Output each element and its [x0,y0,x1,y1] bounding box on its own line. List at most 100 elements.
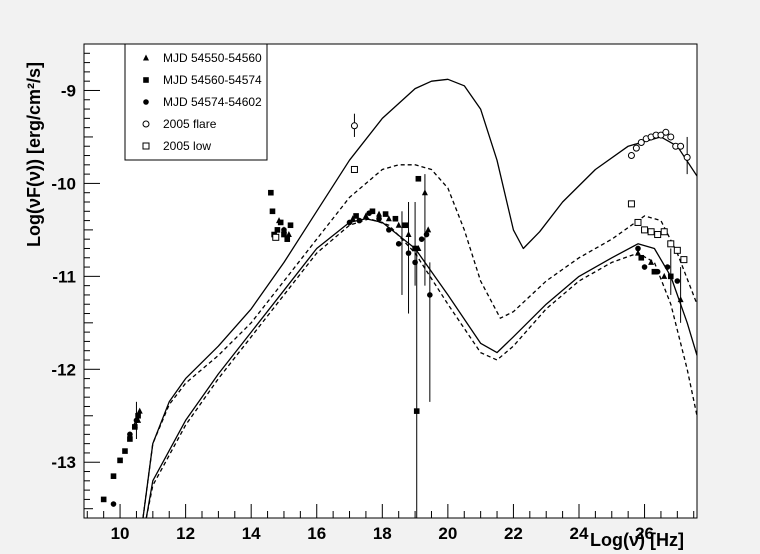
data-point [667,133,675,141]
data-point [634,218,642,226]
data-point [356,217,363,224]
axis-ticks [84,52,695,518]
data-point [634,249,641,256]
data-point [376,210,383,217]
data-point [412,259,418,266]
data-point [651,268,658,275]
data-point [641,264,648,270]
data-point [667,273,674,280]
data-point [683,153,691,161]
data-point [284,236,291,242]
data-point [395,241,402,247]
data-point [353,213,359,219]
data-point [133,417,140,424]
data-point [132,424,138,430]
data-point [664,264,671,270]
data-point [386,227,392,233]
data-point [272,233,280,241]
x-tick-label: 22 [504,524,523,543]
data-point [362,212,369,219]
data-point [382,211,389,217]
y-tick-label: -11 [52,267,76,286]
data-point [660,228,668,236]
data-point [662,128,670,136]
data-point [350,122,358,130]
data-point [673,246,681,254]
data-point [680,256,688,264]
data-point [369,208,376,215]
y-tick-label: -9 [61,81,76,100]
data-point [269,208,276,215]
data-point [637,139,645,147]
data-point [627,200,635,208]
data-point [392,215,399,222]
data-point [635,245,641,252]
data-point [110,473,117,479]
data-point [627,152,635,160]
data-point [405,250,412,256]
data-point [654,268,661,275]
y-tick-labels: -9 -10 -11 -12 -13 [51,81,76,472]
legend-label: 2005 flare [163,117,217,131]
data-point [395,221,402,228]
data-point [677,142,685,150]
x-tick-label: 14 [242,524,261,543]
data-point [667,240,675,248]
data-point [385,215,392,222]
model-curve-dashed [142,164,697,518]
data-point [412,245,418,252]
data-point [632,144,640,152]
x-tick-label: 10 [111,524,130,543]
x-tick-label: 16 [307,524,326,543]
data-point [427,292,433,298]
data-point [423,231,430,238]
data-point [638,254,645,261]
data-point [647,228,655,236]
x-tick-label: 20 [438,524,457,543]
x-tick-label: 18 [373,524,392,543]
data-point [122,448,128,454]
data-point [648,258,655,265]
legend-label: MJD 54550-54560 [163,51,262,65]
data-point [346,219,353,226]
data-point [641,226,649,234]
legend-label: MJD 54560-54574 [163,73,262,87]
data-point [350,165,358,173]
data-point [661,272,668,279]
data-point [277,219,284,226]
data-point [366,210,372,216]
data-point [281,231,287,238]
model-curve-solid-low [145,218,697,518]
data-point [376,215,382,222]
data-point [654,231,662,239]
data-point [100,496,107,503]
data-point [287,222,294,229]
data-point [405,231,412,238]
data-point [425,226,432,233]
data-point [418,236,425,242]
legend-marker [143,77,149,83]
data-point [415,175,422,182]
data-points [100,122,691,507]
legend-marker [143,54,149,61]
y-axis-title: Log(νF(ν)) [erg/cm²/s] [24,62,44,247]
x-axis-title: Log(ν) [Hz] [590,530,684,550]
legend: MJD 54550-54560 MJD 54560-54574 MJD 54574-… [124,43,268,161]
data-point [127,436,133,442]
y-tick-label: -10 [51,174,76,193]
data-point [402,222,409,229]
x-tick-label: 24 [570,524,589,543]
legend-marker [143,99,149,105]
y-tick-label: -12 [51,360,76,379]
data-point [110,501,117,507]
data-point [135,412,141,419]
data-point [127,431,133,438]
data-point [421,189,428,196]
x-tick-label: 12 [176,524,195,543]
data-point [677,296,684,303]
data-point [274,227,281,233]
data-point [285,231,292,238]
data-point [117,457,123,464]
legend-label: MJD 54574-54602 [163,95,262,109]
